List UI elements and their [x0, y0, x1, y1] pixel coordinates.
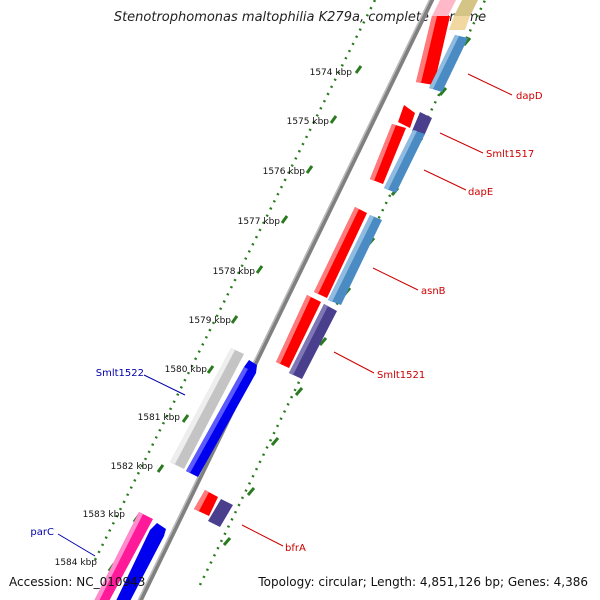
- gene-asnB-bar: [314, 207, 367, 298]
- ruler-tick-label: 1575 kbp: [287, 117, 330, 127]
- ruler-tick-label: 1580 kbp: [165, 365, 208, 375]
- gene-Smlt1521-bar: [276, 295, 321, 368]
- gene-bfrA-bar: [194, 490, 218, 516]
- inner-dotted-track: [93, 0, 377, 561]
- gene-Smlt1521-label: Smlt1521: [333, 351, 425, 381]
- ruler-tick-1584: 1584 kbp: [55, 558, 116, 572]
- ruler-tick-1581: 1581 kbp: [138, 413, 190, 423]
- gene-label-Smlt1517: Smlt1517: [486, 149, 534, 160]
- gene-feature-top-pink: [432, 0, 456, 16]
- gene-label-dapE: dapE: [468, 187, 493, 198]
- ruler-tick-label: 1578 kbp: [213, 267, 256, 277]
- gene-parC-label: parC: [30, 527, 96, 557]
- ruler-tick-label: 1582 kbp: [111, 462, 154, 472]
- gene-Smlt1517-label: Smlt1517: [439, 132, 534, 160]
- gene-parC-pink-bar: [94, 512, 153, 600]
- gene-dapD-blue-bar: [429, 35, 468, 92]
- genome-backbone: [137, 0, 435, 600]
- accession-text: Accession: NC_010943: [9, 575, 146, 589]
- gene-Smlt1522-grey-bar: [170, 348, 244, 469]
- gene-bfrA-navy-bar: [208, 499, 233, 527]
- ruler-tick-label: 1579 kbp: [189, 316, 232, 326]
- ruler-tick-1577: 1577 kbp: [238, 215, 289, 227]
- gene-dapD-label: dapD: [467, 73, 543, 102]
- ruler-tick-1578: 1578 kbp: [213, 265, 264, 277]
- gene-label-Smlt1521: Smlt1521: [377, 370, 425, 381]
- gene-Smlt1517-bar: [398, 105, 415, 128]
- ruler-tick-label: 1583 kbp: [83, 510, 126, 520]
- gene-dapE-blue-bar: [384, 130, 425, 193]
- gene-asnB-blue-bar: [328, 215, 382, 305]
- gene-parC-blue-arrow: [116, 523, 166, 600]
- ruler-tick-label: 1577 kbp: [238, 217, 281, 227]
- gene-Smlt1521-navy-bar: [289, 304, 337, 379]
- gene-dapE-bar: [370, 124, 406, 184]
- ruler-tick-label: 1576 kbp: [263, 167, 306, 177]
- ruler-tick-1582: 1582 kbp: [111, 462, 165, 473]
- map-title: Stenotrophomonas maltophilia K279a, comp…: [113, 10, 487, 25]
- ruler-tick-1576: 1576 kbp: [263, 165, 314, 177]
- ruler-tick-1579: 1579 kbp: [189, 315, 239, 326]
- gene-dapD-bar: [416, 16, 450, 85]
- ruler-tick-1574: 1574 kbp: [310, 65, 363, 78]
- gene-dapE-label: dapE: [423, 169, 493, 198]
- gene-label-Smlt1522: Smlt1522: [96, 368, 144, 379]
- gene-feature-top-tan: [449, 0, 478, 30]
- gene-label-dapD: dapD: [516, 91, 543, 102]
- ruler-tick-label: 1581 kbp: [138, 413, 181, 423]
- gene-asnB-label: asnB: [372, 267, 446, 297]
- ruler-tick-1580: 1580 kbp: [165, 365, 215, 375]
- gene-label-parC: parC: [30, 527, 54, 538]
- gene-label-bfrA: bfrA: [285, 543, 306, 554]
- gene-label-asnB: asnB: [421, 286, 446, 297]
- gene-Smlt1522-label: Smlt1522: [96, 368, 186, 396]
- ruler-tick-1575: 1575 kbp: [287, 115, 338, 127]
- gene-Smlt1517-navy-bar: [412, 112, 432, 136]
- ruler-tick-1583: 1583 kbp: [83, 510, 141, 523]
- ruler-tick-label: 1574 kbp: [310, 68, 353, 78]
- genome-stats-text: Topology: circular; Length: 4,851,126 bp…: [258, 575, 588, 589]
- gene-bfrA-label: bfrA: [241, 524, 306, 554]
- ruler-tick-label: 1584 kbp: [55, 558, 98, 568]
- gene-Smlt1522-blue-arrow: [186, 360, 257, 477]
